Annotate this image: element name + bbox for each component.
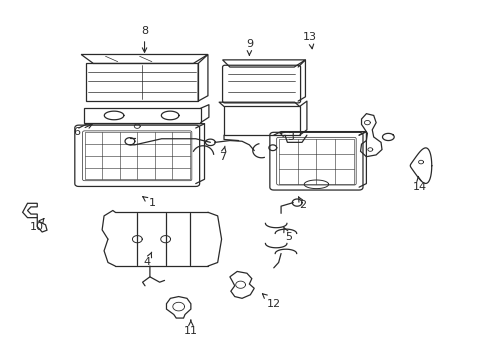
Text: 12: 12 [262,294,280,309]
Text: 6: 6 [73,124,92,136]
Text: 11: 11 [183,320,198,336]
Text: 3: 3 [280,132,294,142]
Text: 8: 8 [141,26,148,52]
Text: 7: 7 [219,146,225,162]
Text: 4: 4 [143,252,151,267]
Text: 2: 2 [298,197,306,210]
Text: 10: 10 [30,219,44,231]
Text: 14: 14 [412,176,426,192]
Text: 9: 9 [245,39,252,55]
Text: 5: 5 [283,227,291,242]
Text: 1: 1 [142,197,155,208]
Text: 13: 13 [303,32,317,49]
